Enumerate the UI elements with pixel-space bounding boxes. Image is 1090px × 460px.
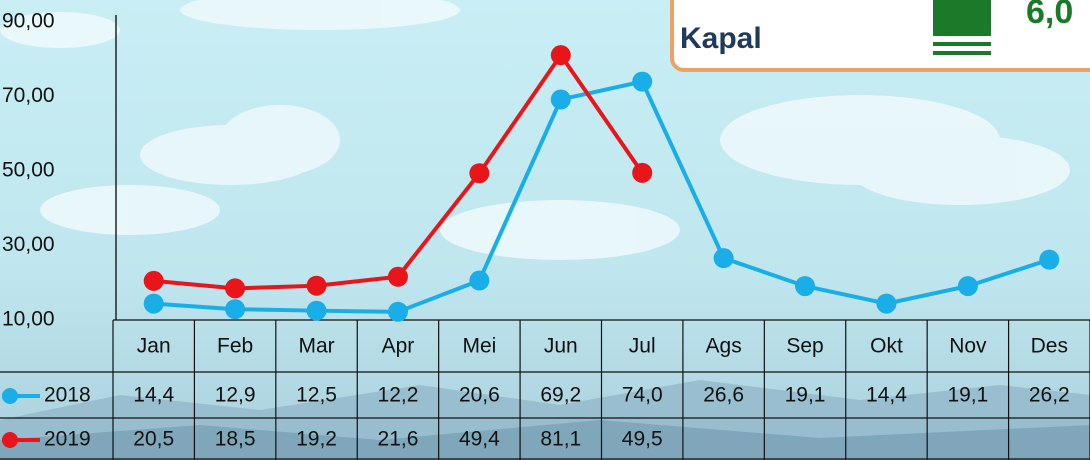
series-point: [225, 278, 246, 299]
x-tick-label: Apr: [382, 335, 415, 358]
series-point: [387, 301, 408, 322]
series-point: [550, 45, 571, 66]
x-tick-label: Sep: [786, 335, 823, 358]
info-label: Kapal: [680, 22, 762, 55]
series-line: [153, 79, 1050, 314]
data-label: 74,0: [622, 384, 663, 407]
info-icon: [933, 42, 991, 46]
data-label: 49,4: [459, 428, 500, 451]
legend-label: 2018: [44, 384, 91, 407]
x-tick-label: Des: [1031, 335, 1068, 358]
series-point: [876, 293, 897, 314]
info-value: 6,0: [1026, 0, 1073, 31]
data-label: 19,1: [947, 384, 988, 407]
y-tick-label: 30,00: [2, 233, 55, 256]
y-tick-label: 10,00: [2, 308, 55, 331]
x-tick-label: Mei: [462, 335, 496, 358]
series-point: [143, 293, 164, 314]
data-label: 26,2: [1029, 384, 1070, 407]
x-tick-label: Jun: [544, 335, 578, 358]
series-point: [306, 275, 327, 296]
data-label: 19,1: [785, 384, 826, 407]
series-point: [957, 276, 978, 297]
data-label: 14,4: [866, 384, 907, 407]
data-label: 69,2: [540, 384, 581, 407]
y-tick-label: 90,00: [2, 10, 55, 33]
clouds: [0, 0, 1070, 260]
series-point: [550, 89, 571, 110]
data-label: 12,5: [296, 384, 337, 407]
series-point: [632, 71, 653, 92]
info-icon: [933, 51, 991, 55]
legend-marker: [2, 432, 18, 448]
data-label: 14,4: [133, 384, 174, 407]
data-label: 18,5: [215, 428, 256, 451]
series-point: [469, 270, 490, 291]
data-label: 12,2: [378, 384, 419, 407]
series-point: [143, 270, 164, 291]
data-label: 20,5: [133, 428, 174, 451]
data-label: 26,6: [703, 384, 744, 407]
series-point: [225, 299, 246, 320]
x-tick-label: Ags: [706, 335, 742, 358]
y-tick-label: 70,00: [2, 84, 55, 107]
x-tick-label: Feb: [217, 335, 253, 358]
data-label: 12,9: [215, 384, 256, 407]
data-label: 81,1: [540, 428, 581, 451]
data-label: 20,6: [459, 384, 500, 407]
legend-label: 2019: [44, 428, 91, 451]
x-tick-label: Mar: [298, 335, 334, 358]
x-tick-label: Jan: [137, 335, 171, 358]
series-point: [795, 276, 816, 297]
legend-marker: [2, 388, 18, 404]
mountains: [0, 420, 1090, 460]
series-point: [469, 163, 490, 184]
data-label: 21,6: [378, 428, 419, 451]
info-icon: [933, 0, 991, 36]
x-tick-label: Jul: [629, 335, 656, 358]
x-tick-label: Nov: [949, 335, 987, 358]
data-label: 49,5: [622, 428, 663, 451]
series-point: [632, 162, 653, 183]
y-tick-label: 50,00: [2, 159, 55, 182]
x-tick-label: Okt: [870, 335, 903, 358]
info-box: Kapal 6,0: [670, 0, 1090, 72]
data-label: 19,2: [296, 428, 337, 451]
series-point: [387, 266, 408, 287]
series-point: [1039, 249, 1060, 270]
series-point: [713, 248, 734, 269]
series-point: [306, 300, 327, 321]
